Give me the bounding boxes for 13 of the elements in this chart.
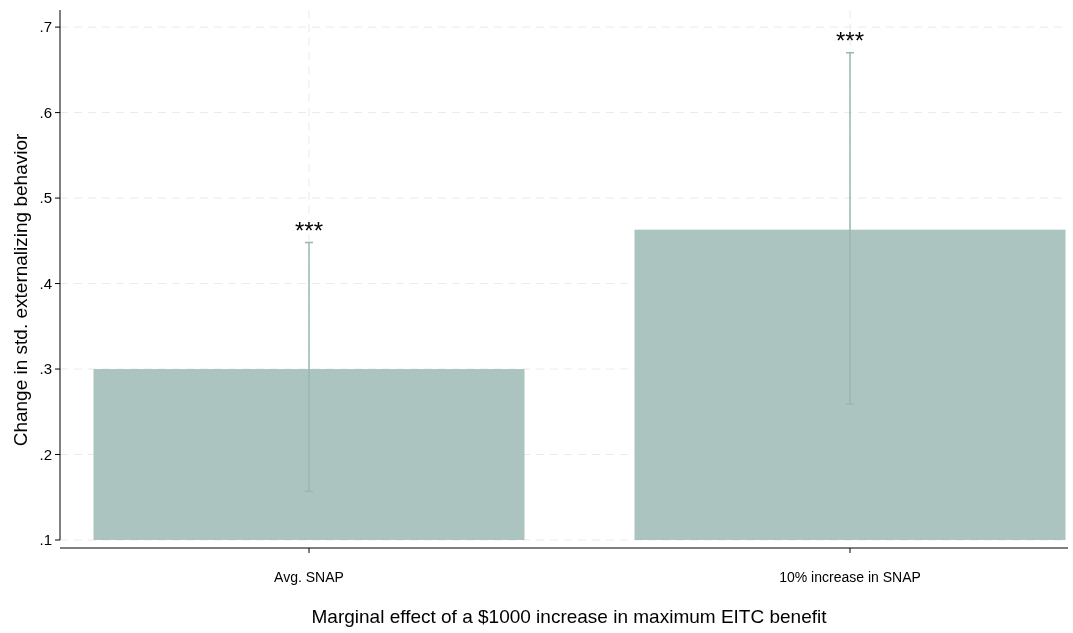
- annotation: ***: [294, 216, 324, 244]
- y-tick-label: .4: [39, 274, 52, 292]
- y-tick-label: .5: [39, 189, 52, 207]
- x-axis-title: Marginal effect of a $1000 increase in maximum EITC benefit: [311, 606, 828, 627]
- y-tick-label: .6: [39, 103, 52, 121]
- y-axis-title: Change in std. externalizing behavior: [10, 133, 31, 447]
- annotation: ***: [835, 26, 865, 54]
- y-tick-label: .7: [39, 18, 52, 36]
- y-tick-label: .3: [39, 360, 52, 378]
- x-tick-label: Avg. SNAP: [274, 569, 344, 585]
- y-tick-label: .2: [39, 445, 52, 463]
- y-tick-label: .1: [39, 531, 52, 549]
- x-tick-label: 10% increase in SNAP: [779, 569, 921, 585]
